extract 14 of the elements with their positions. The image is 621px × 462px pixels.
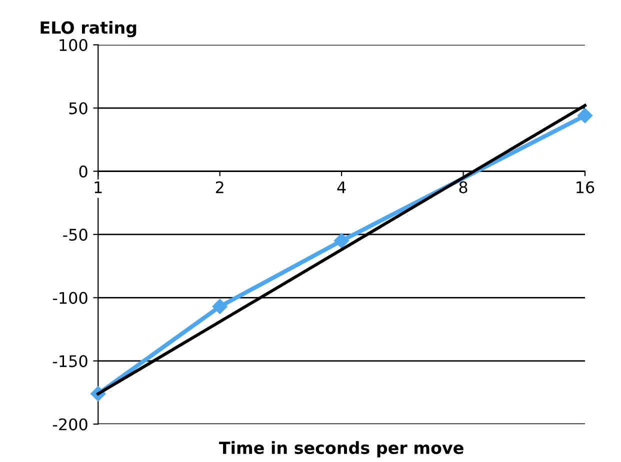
x-axis-title: Time in seconds per move: [219, 441, 464, 458]
y-tick-label: 50: [69, 102, 88, 114]
y-tick-label: 100: [60, 39, 88, 52]
y-tick-label: -100: [52, 292, 88, 304]
y-tick-label: -150: [52, 355, 88, 368]
x-tick-label: 1: [94, 181, 102, 194]
x-tick-label: 8: [459, 181, 468, 194]
x-tick-label: 16: [576, 181, 594, 194]
y-tick-label: 0: [79, 165, 88, 178]
y-axis-title: ELO rating: [40, 20, 136, 38]
x-tick-label: 4: [337, 181, 346, 194]
y-tick-label: -50: [63, 228, 88, 241]
y-tick-label: -200: [52, 418, 88, 430]
x-tick-label: 2: [216, 181, 224, 194]
